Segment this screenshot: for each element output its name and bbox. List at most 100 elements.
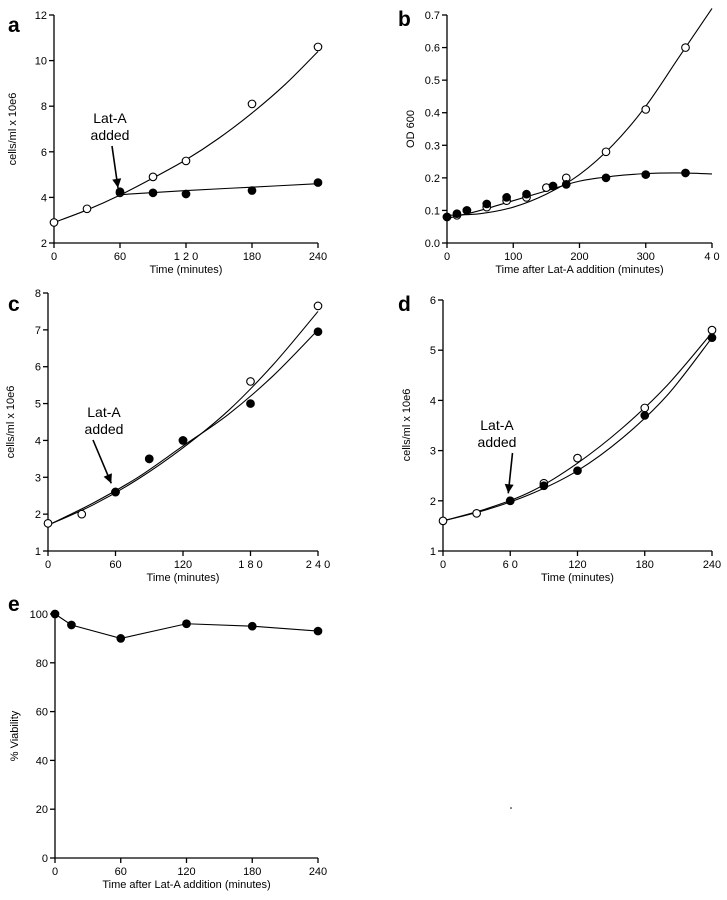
panel-b-filled-point — [601, 173, 611, 183]
panel-c-y-tick-label: 1 — [35, 546, 41, 558]
panel-c-x-tick-label: 120 — [174, 559, 192, 571]
panel-d-annotation-line-2: added — [478, 434, 517, 450]
panel-d-x-tick-label: 0 — [440, 559, 446, 571]
panel-d-x-axis-title: Time (minutes) — [541, 572, 614, 584]
panel-b-fit-curve-1 — [446, 172, 713, 220]
panel-e-y-axis-title: % Viability — [9, 710, 21, 761]
panel-c-y-tick-label: 3 — [35, 472, 41, 484]
panel-c-filled-point — [313, 327, 323, 337]
panel-e-x-tick-label: 180 — [243, 866, 261, 878]
panel-e-filled-point — [182, 619, 191, 629]
panel-c-open-point — [313, 301, 323, 311]
panel-a-annotation-arrowhead — [112, 178, 122, 188]
panel-d-y-tick-label: 5 — [430, 345, 436, 357]
panel-c-fit-curve-0 — [47, 311, 319, 526]
panel-c-filled-point — [178, 436, 188, 445]
panel-c-open-point — [77, 509, 87, 519]
panel-e-y-tick-label: 40 — [36, 755, 48, 767]
panel-a-y-tick-label: 10 — [35, 56, 47, 68]
panel-e-x-tick-label: 240 — [309, 866, 327, 878]
panel-c-x-tick-label: 60 — [109, 559, 121, 571]
panel-c-open-point — [246, 377, 255, 386]
panel-e-x-tick-label: 120 — [177, 866, 195, 878]
panel-a-filled-point — [115, 187, 125, 197]
panel-a-open-point — [313, 42, 323, 52]
panel-a-x-tick-label: 60 — [114, 251, 126, 263]
panel-b-x-tick-label: 4 0 — [704, 251, 719, 263]
panel-c-fit-curve-1 — [47, 329, 319, 526]
panel-d-filled-point — [505, 496, 515, 506]
panel-b-x-tick-label: 100 — [504, 251, 522, 263]
panel-c-open-point — [43, 519, 53, 528]
panel-d-fit-curve-0 — [442, 332, 713, 522]
panel-e-filled-point — [50, 609, 60, 619]
panel-c-y-tick-label: 6 — [35, 362, 41, 374]
panel-d-open-point — [707, 325, 717, 335]
panel-c-y-tick-label: 8 — [35, 288, 41, 300]
panel-c-x-tick-label: 1 8 0 — [238, 559, 262, 571]
panel-b-y-tick-label: 0.4 — [425, 108, 440, 120]
panel-e-x-tick-label: 60 — [115, 866, 127, 878]
panel-d-filled-point — [640, 411, 650, 420]
panel-d-y-tick-label: 3 — [430, 446, 436, 458]
panel-b-y-tick-label: 0.1 — [425, 205, 440, 217]
panel-e-filled-point — [67, 620, 76, 630]
panel-e-filled-point — [313, 626, 323, 636]
panel-d-open-point — [438, 516, 448, 526]
panel-e-filled-point — [116, 634, 126, 643]
panel-b-letter: b — [398, 8, 411, 31]
panel-d-letter: d — [398, 293, 411, 316]
panel-c-annotation-line-1: Lat-A — [87, 404, 121, 420]
panel-b-filled-point — [442, 212, 452, 222]
panel-e-y-tick-label: 100 — [30, 609, 48, 621]
panel-d-annotation-arrowhead — [504, 483, 514, 494]
panel-b-y-tick-label: 0.0 — [425, 238, 440, 250]
panel-e: e 0 60 120 180 240 0 20 40 60 80 100 Time after Lat… — [8, 593, 327, 891]
panel-c-x-tick-label: 0 — [45, 559, 51, 571]
panel-a-x-tick-label: 240 — [309, 251, 327, 263]
panel-b-open-point — [601, 147, 611, 157]
panel-a-open-point — [49, 218, 59, 227]
panel-a-x-tick-label: 1 2 0 — [174, 251, 198, 263]
panel-d-y-tick-label: 6 — [430, 295, 436, 307]
panel-b-filled-point — [681, 168, 690, 178]
panel-b-y-tick-label: 0.5 — [425, 75, 440, 87]
panel-c-y-tick-label: 7 — [35, 325, 41, 337]
panel-a-annotation-line-1: Lat-A — [93, 110, 127, 126]
panel-c-filled-point — [144, 454, 154, 464]
panel-b-filled-point — [561, 180, 571, 189]
panel-a-filled-point — [148, 188, 158, 198]
panel-b-x-axis-title: Time after Lat-A addition (minutes) — [495, 264, 663, 276]
panel-a-open-point — [148, 172, 158, 182]
panel-b-filled-point — [452, 209, 462, 219]
panel-b-filled-point — [482, 199, 492, 209]
panel-a-y-tick-label: 12 — [35, 10, 47, 22]
panel-b-filled-point — [502, 193, 511, 202]
speck-dot — [510, 807, 512, 809]
panel-b-open-point — [641, 105, 651, 114]
panel-d-open-point — [472, 508, 481, 518]
panel-a-annotation-line-2: added — [91, 127, 130, 143]
panel-d-x-tick-label: 240 — [703, 559, 721, 571]
panel-c-annotation-arrowhead — [103, 473, 112, 484]
panel-e-letter: e — [8, 593, 20, 616]
panel-e-x-axis-title: Time after Lat-A addition (minutes) — [102, 879, 270, 891]
panel-c-y-tick-label: 4 — [35, 435, 41, 447]
panel-a-x-tick-label: 0 — [51, 251, 57, 263]
panel-a-y-tick-label: 6 — [41, 147, 47, 159]
panel-c-annotation-line-2: added — [85, 421, 124, 437]
panel-b-open-point — [681, 43, 690, 52]
panel-b-x-tick-label: 300 — [637, 251, 655, 263]
panel-d-filled-point — [539, 481, 549, 491]
panel-d-open-point — [640, 403, 650, 413]
panel-d-y-tick-label: 2 — [430, 496, 436, 508]
panel-a-open-point — [181, 156, 191, 166]
panel-b-fit-curve-0 — [446, 8, 713, 216]
panel-d-filled-point — [707, 333, 717, 343]
panel-c-y-tick-label: 5 — [35, 399, 41, 411]
panel-b-filled-point — [462, 206, 472, 215]
panel-c: c 0 60 120 1 8 0 2 4 0 1 2 3 4 5 6 7 8 Time (minutes)… — [5, 288, 330, 584]
panel-a-y-tick-label: 4 — [41, 192, 47, 204]
panel-e-y-tick-label: 80 — [36, 658, 48, 670]
